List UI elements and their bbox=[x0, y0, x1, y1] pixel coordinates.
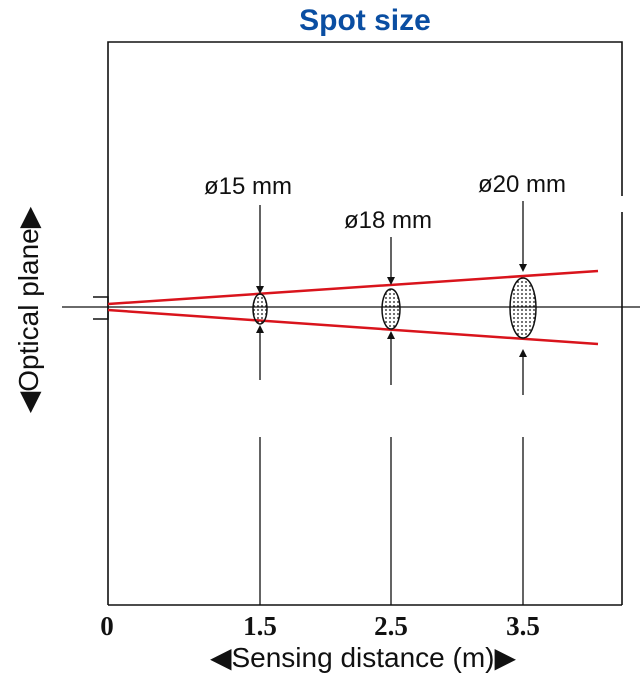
spot-ellipse bbox=[381, 288, 401, 330]
spot-label: ø20 mm bbox=[478, 171, 566, 198]
beam-upper-edge bbox=[107, 269, 599, 306]
tick-label: 1.5 bbox=[243, 611, 277, 641]
spot-label: ø18 mm bbox=[344, 207, 432, 234]
spot-3: ø20 mm bbox=[478, 171, 566, 605]
spot-ellipse bbox=[509, 277, 537, 339]
spot-label: ø15 mm bbox=[204, 173, 292, 200]
spot-1: ø15 mm bbox=[204, 173, 292, 605]
y-axis-label: ◀Optical plane▶ bbox=[13, 206, 44, 413]
tick-label: 0 bbox=[100, 611, 114, 641]
frame bbox=[107, 41, 623, 605]
x-axis-label: ◀Sensing distance (m)▶ bbox=[210, 642, 517, 673]
spot-ellipse bbox=[252, 293, 268, 325]
arrow-down-icon bbox=[519, 264, 527, 272]
emitter bbox=[93, 296, 109, 320]
arrow-down-icon bbox=[387, 277, 395, 285]
arrow-down-icon bbox=[256, 286, 264, 294]
tick-label: 2.5 bbox=[374, 611, 408, 641]
tick-label: 3.5 bbox=[506, 611, 540, 641]
beam-lower-edge bbox=[107, 308, 599, 346]
spot-2: ø18 mm bbox=[344, 207, 432, 605]
diagram-title: Spot size bbox=[299, 4, 431, 37]
